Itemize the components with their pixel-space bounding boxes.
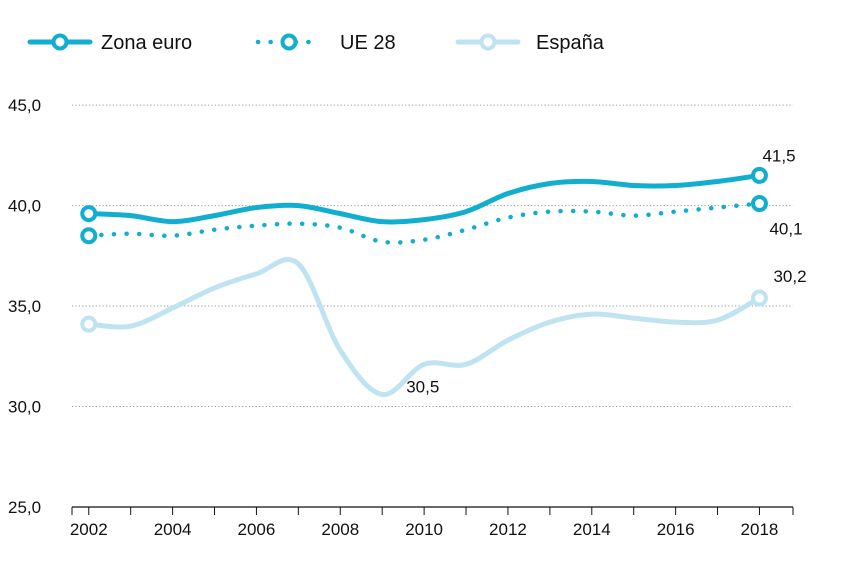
x-axis: 2002 2004 2006 2008 2010 2012 2014 2016 2018 bbox=[70, 506, 794, 539]
y-tick-label: 45,0 bbox=[8, 96, 41, 115]
legend-item-espana: España bbox=[455, 32, 605, 54]
series-line-ue-28 bbox=[86, 201, 762, 245]
y-tick-label: 35,0 bbox=[8, 297, 41, 316]
data-label: 30,5 bbox=[406, 377, 439, 396]
legend-swatch-marker bbox=[479, 33, 497, 51]
x-tick-label: 2010 bbox=[405, 520, 443, 539]
series-point-ue-28 bbox=[750, 195, 768, 213]
x-tick-label: 2004 bbox=[154, 520, 192, 539]
x-tick-label: 2002 bbox=[70, 520, 108, 539]
x-tick-label: 2012 bbox=[489, 520, 527, 539]
series-point-espana bbox=[750, 289, 768, 307]
legend-swatch-marker bbox=[51, 33, 69, 51]
data-label: 30,2 bbox=[773, 267, 806, 286]
legend-item-ue-28: UE 28 bbox=[255, 32, 396, 54]
series-zona-euro bbox=[80, 166, 768, 225]
series-point-ue-28 bbox=[80, 227, 98, 245]
series-line-zona-euro bbox=[86, 172, 762, 225]
series-ue-28 bbox=[80, 195, 768, 245]
legend: Zona euro UE 28 España bbox=[27, 32, 605, 54]
y-axis: 45,0 40,0 35,0 30,0 25,0 bbox=[8, 96, 41, 517]
x-tick-label: 2014 bbox=[573, 520, 611, 539]
x-tick-label: 2006 bbox=[238, 520, 276, 539]
legend-label: UE 28 bbox=[340, 32, 396, 54]
series-point-zona-euro bbox=[80, 205, 98, 223]
x-tick-label: 2016 bbox=[657, 520, 695, 539]
series-point-zona-euro bbox=[750, 166, 768, 184]
x-tick-label: 2008 bbox=[321, 520, 359, 539]
y-tick-label: 30,0 bbox=[8, 398, 41, 417]
y-tick-label: 25,0 bbox=[8, 498, 41, 517]
series-point-espana bbox=[80, 315, 98, 333]
series-espana bbox=[80, 257, 768, 397]
y-tick-label: 40,0 bbox=[8, 197, 41, 216]
series-line-espana bbox=[86, 257, 762, 397]
x-tick-label: 2018 bbox=[741, 520, 779, 539]
legend-label: Zona euro bbox=[101, 32, 192, 54]
legend-label: España bbox=[536, 32, 605, 54]
data-label: 40,1 bbox=[769, 220, 802, 239]
data-label: 41,5 bbox=[762, 146, 795, 165]
legend-item-zona-euro: Zona euro bbox=[27, 32, 192, 54]
grid bbox=[72, 104, 793, 408]
annotation-layer: 41,5 40,1 30,2 30,5 bbox=[406, 146, 806, 396]
series-layer bbox=[80, 166, 768, 397]
legend-swatch-marker bbox=[280, 33, 298, 51]
